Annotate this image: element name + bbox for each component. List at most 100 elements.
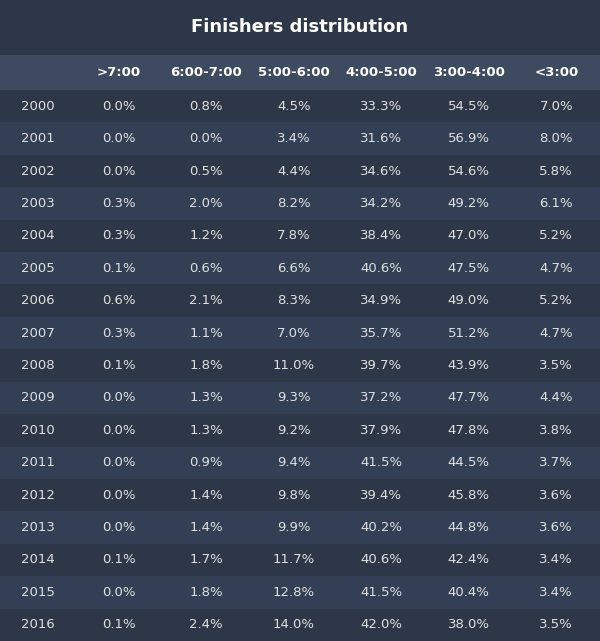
- Text: 3.5%: 3.5%: [539, 619, 573, 631]
- Text: 4.4%: 4.4%: [539, 392, 573, 404]
- Bar: [0, 447, 600, 479]
- Bar: [0, 187, 600, 220]
- Text: 38.0%: 38.0%: [448, 619, 490, 631]
- Text: 6.6%: 6.6%: [277, 262, 311, 275]
- Text: 0.0%: 0.0%: [102, 165, 136, 178]
- Text: 0.0%: 0.0%: [102, 100, 136, 113]
- Text: 8.2%: 8.2%: [277, 197, 311, 210]
- Text: 9.8%: 9.8%: [277, 488, 311, 502]
- Text: 0.0%: 0.0%: [102, 392, 136, 404]
- Text: 35.7%: 35.7%: [360, 326, 403, 340]
- Text: 0.3%: 0.3%: [102, 326, 136, 340]
- Text: 7.0%: 7.0%: [539, 100, 573, 113]
- Text: 0.0%: 0.0%: [102, 521, 136, 534]
- Text: 1.7%: 1.7%: [190, 553, 223, 567]
- Text: 6.1%: 6.1%: [539, 197, 573, 210]
- Text: 31.6%: 31.6%: [360, 132, 403, 145]
- Text: 0.1%: 0.1%: [102, 262, 136, 275]
- Text: 5.2%: 5.2%: [539, 229, 573, 242]
- Text: 2001: 2001: [20, 132, 55, 145]
- Text: 3.4%: 3.4%: [277, 132, 311, 145]
- Text: 9.4%: 9.4%: [277, 456, 311, 469]
- Text: 11.0%: 11.0%: [272, 359, 315, 372]
- Text: 2.1%: 2.1%: [190, 294, 223, 307]
- Text: 5:00-6:00: 5:00-6:00: [258, 66, 329, 79]
- Text: 5.8%: 5.8%: [539, 165, 573, 178]
- Text: 4.5%: 4.5%: [277, 100, 311, 113]
- Text: Finishers distribution: Finishers distribution: [191, 19, 409, 37]
- Text: 47.8%: 47.8%: [448, 424, 490, 437]
- Text: 0.6%: 0.6%: [190, 262, 223, 275]
- Text: 2011: 2011: [20, 456, 55, 469]
- Bar: [0, 90, 600, 122]
- Bar: [0, 381, 600, 414]
- Text: 38.4%: 38.4%: [360, 229, 402, 242]
- Text: 0.0%: 0.0%: [190, 132, 223, 145]
- Text: 0.9%: 0.9%: [190, 456, 223, 469]
- Text: 1.3%: 1.3%: [190, 424, 223, 437]
- Text: 40.4%: 40.4%: [448, 586, 490, 599]
- Text: 0.1%: 0.1%: [102, 359, 136, 372]
- Text: 0.0%: 0.0%: [102, 488, 136, 502]
- Bar: [0, 414, 600, 447]
- Text: 14.0%: 14.0%: [273, 619, 315, 631]
- Text: 54.5%: 54.5%: [448, 100, 490, 113]
- Text: 4:00-5:00: 4:00-5:00: [346, 66, 417, 79]
- Text: 3.6%: 3.6%: [539, 521, 573, 534]
- Text: 39.7%: 39.7%: [360, 359, 403, 372]
- Bar: [0, 155, 600, 187]
- Text: 11.7%: 11.7%: [272, 553, 315, 567]
- Text: 6:00-7:00: 6:00-7:00: [170, 66, 242, 79]
- Text: 2.4%: 2.4%: [190, 619, 223, 631]
- Text: 1.4%: 1.4%: [190, 521, 223, 534]
- Text: 49.2%: 49.2%: [448, 197, 490, 210]
- Text: 39.4%: 39.4%: [360, 488, 402, 502]
- Text: 0.6%: 0.6%: [102, 294, 136, 307]
- Text: 9.3%: 9.3%: [277, 392, 311, 404]
- Bar: [0, 608, 600, 641]
- Text: 3.6%: 3.6%: [539, 488, 573, 502]
- Text: 2015: 2015: [20, 586, 55, 599]
- Text: 2009: 2009: [20, 392, 55, 404]
- Text: 4.4%: 4.4%: [277, 165, 311, 178]
- Text: 0.0%: 0.0%: [102, 132, 136, 145]
- Text: 7.8%: 7.8%: [277, 229, 311, 242]
- Text: 7.0%: 7.0%: [277, 326, 311, 340]
- Text: 56.9%: 56.9%: [448, 132, 490, 145]
- Text: 8.3%: 8.3%: [277, 294, 311, 307]
- Text: 2004: 2004: [20, 229, 55, 242]
- Text: 54.6%: 54.6%: [448, 165, 490, 178]
- Text: 42.0%: 42.0%: [360, 619, 402, 631]
- Text: 45.8%: 45.8%: [448, 488, 490, 502]
- Text: 1.3%: 1.3%: [190, 392, 223, 404]
- Text: 37.9%: 37.9%: [360, 424, 403, 437]
- Bar: [0, 512, 600, 544]
- Text: 43.9%: 43.9%: [448, 359, 490, 372]
- Bar: [0, 55, 600, 90]
- Text: 41.5%: 41.5%: [360, 456, 403, 469]
- Text: 2008: 2008: [20, 359, 55, 372]
- Bar: [0, 220, 600, 252]
- Text: 40.6%: 40.6%: [361, 262, 402, 275]
- Text: 4.7%: 4.7%: [539, 262, 573, 275]
- Text: 2007: 2007: [20, 326, 55, 340]
- Bar: [0, 252, 600, 285]
- Bar: [0, 317, 600, 349]
- Text: 0.0%: 0.0%: [102, 424, 136, 437]
- Text: 2002: 2002: [20, 165, 55, 178]
- Text: 2016: 2016: [20, 619, 55, 631]
- Text: 3.5%: 3.5%: [539, 359, 573, 372]
- Text: 2005: 2005: [20, 262, 55, 275]
- Text: 2010: 2010: [20, 424, 55, 437]
- Text: <3:00: <3:00: [534, 66, 578, 79]
- Text: 1.4%: 1.4%: [190, 488, 223, 502]
- Text: 0.3%: 0.3%: [102, 229, 136, 242]
- Bar: [0, 349, 600, 381]
- Text: 42.4%: 42.4%: [448, 553, 490, 567]
- Text: 0.3%: 0.3%: [102, 197, 136, 210]
- Text: 47.7%: 47.7%: [448, 392, 490, 404]
- Text: 3.7%: 3.7%: [539, 456, 573, 469]
- Text: 0.5%: 0.5%: [190, 165, 223, 178]
- Bar: [0, 122, 600, 155]
- Bar: [0, 544, 600, 576]
